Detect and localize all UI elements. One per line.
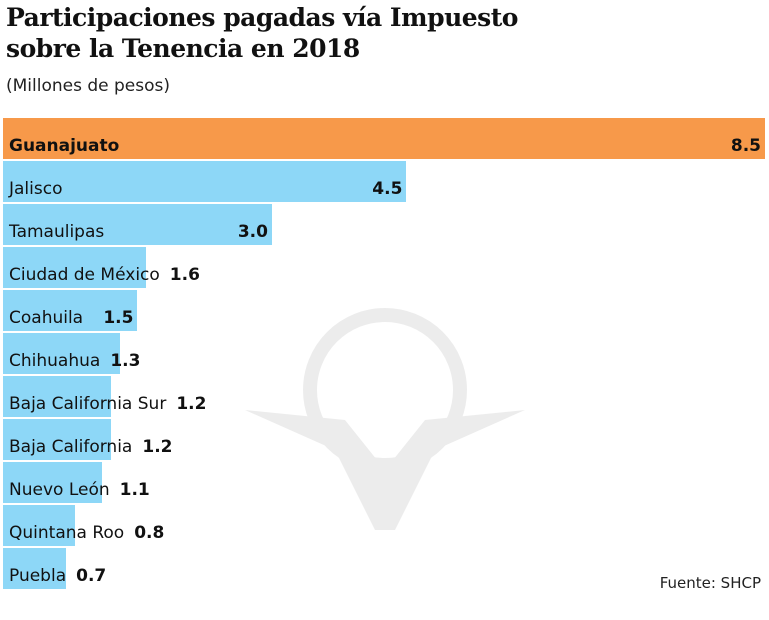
bar-label: Jalisco	[9, 179, 63, 199]
eagle-watermark-icon	[245, 308, 525, 530]
value-label: 3.0	[237, 222, 268, 242]
bar	[3, 290, 138, 331]
bar	[3, 505, 75, 546]
chart-title: Participaciones pagadas vía Impuesto sobr…	[6, 2, 518, 64]
value-label: 4.5	[372, 179, 403, 199]
source-note: Fuente: SHCP	[659, 574, 761, 592]
title-line-1: Participaciones pagadas vía Impuesto	[6, 3, 518, 32]
bar	[3, 247, 147, 288]
bar-label: Nuevo León	[9, 480, 110, 500]
value-label: 1.6	[169, 265, 200, 285]
value-label: 1.1	[119, 480, 150, 500]
bar-row: Guanajuato 8.5	[3, 118, 769, 159]
bar-row: Baja California 1.2	[3, 419, 769, 460]
bar-label: Tamaulipas	[9, 222, 105, 242]
title-line-2: sobre la Tenencia en 2018	[6, 34, 360, 63]
value-label: 0.8	[134, 523, 165, 543]
bar-label: Guanajuato	[9, 136, 120, 156]
bar-row: Baja California Sur 1.2	[3, 376, 769, 417]
bar-label: Baja California Sur	[9, 394, 167, 414]
value-label: 1.2	[142, 437, 173, 457]
bar-label: Coahuila	[9, 308, 84, 328]
bar-row: Nuevo León 1.1	[3, 462, 769, 503]
bar	[3, 462, 102, 503]
bar-row: Tamaulipas 3.0	[3, 204, 769, 245]
bar	[3, 419, 111, 460]
bar	[3, 376, 111, 417]
chart-subtitle: (Millones de pesos)	[6, 76, 171, 96]
bar-label: Puebla	[9, 566, 67, 586]
bar-row: Jalisco 4.5	[3, 161, 769, 202]
bar-label: Quintana Roo	[9, 523, 125, 543]
bar-label: Baja California	[9, 437, 133, 457]
bar-row: Puebla 0.7	[3, 548, 769, 589]
bar-row: Ciudad de México 1.6	[3, 247, 769, 288]
bar	[3, 204, 272, 245]
value-label: 1.5	[103, 308, 134, 328]
bar	[3, 161, 407, 202]
value-label: 0.7	[76, 566, 107, 586]
bar-label: Ciudad de México	[9, 265, 160, 285]
bar	[3, 333, 120, 374]
bar-row: Coahuila 1.5	[3, 290, 769, 331]
value-label: 1.2	[176, 394, 207, 414]
bar-row: Quintana Roo 0.8	[3, 505, 769, 546]
bar-label: Chihuahua	[9, 351, 101, 371]
bar	[3, 548, 66, 589]
value-label: 8.5	[730, 136, 761, 156]
value-label: 1.3	[110, 351, 141, 371]
bar-row: Chihuahua 1.3	[3, 333, 769, 374]
bar	[3, 118, 765, 159]
